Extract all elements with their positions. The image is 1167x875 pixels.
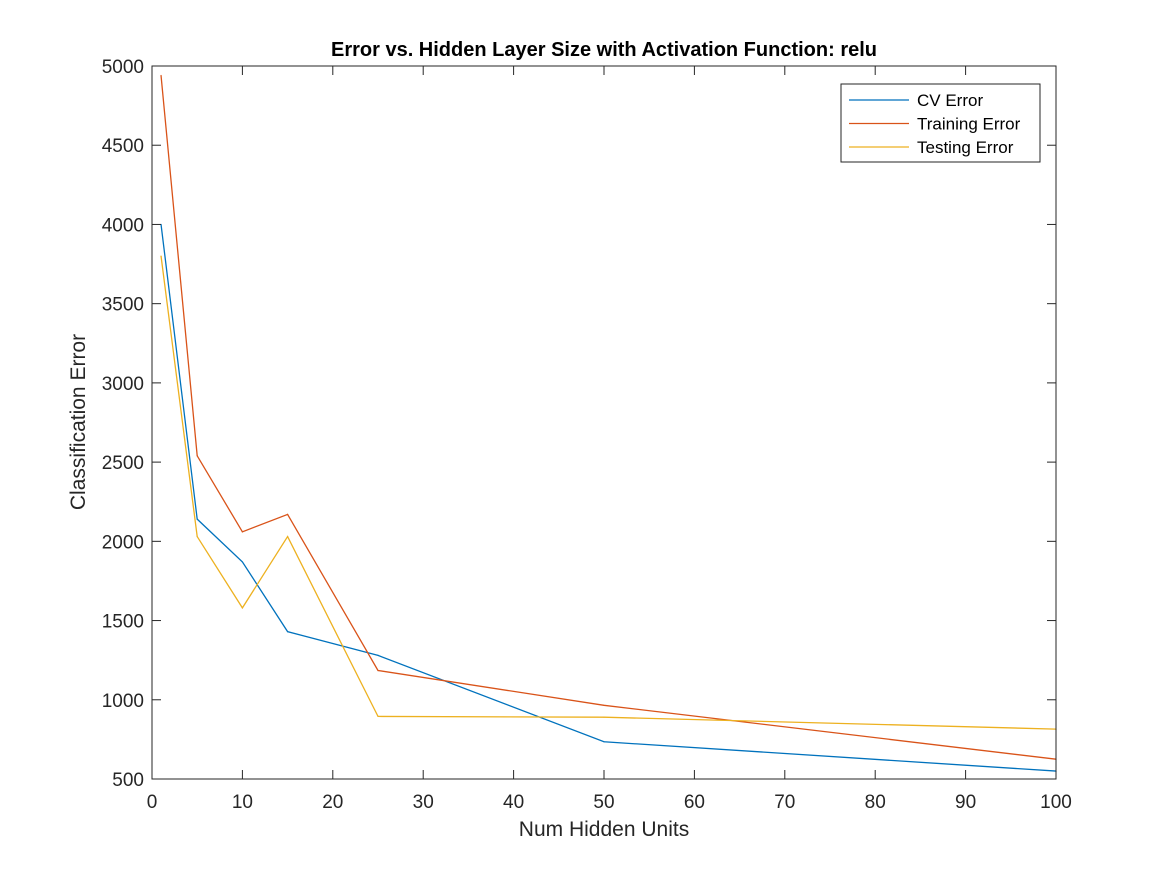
x-tick-label: 40 xyxy=(503,792,524,813)
y-tick-label: 3000 xyxy=(102,374,144,395)
y-tick-label: 2000 xyxy=(102,532,144,553)
x-axis-label: Num Hidden Units xyxy=(519,818,689,841)
data-point xyxy=(287,513,289,516)
data-point xyxy=(377,715,379,718)
x-tick-label: 70 xyxy=(774,792,795,813)
y-tick-label: 5000 xyxy=(102,57,144,78)
series-1 xyxy=(160,74,1057,760)
y-tick-label: 3500 xyxy=(102,295,144,316)
x-tick-label: 50 xyxy=(593,792,614,813)
data-point xyxy=(377,654,379,657)
legend: CV Error Training Error Testing Error xyxy=(840,83,1041,163)
x-tick-label: 100 xyxy=(1040,792,1072,813)
data-point xyxy=(241,607,243,609)
series-layer xyxy=(160,74,1057,772)
data-point xyxy=(196,535,198,538)
data-point xyxy=(160,255,162,257)
legend-entries: CV Error Training Error Testing Error xyxy=(849,91,1021,157)
data-point xyxy=(287,631,289,633)
chart-title: Error vs. Hidden Layer Size with Activat… xyxy=(331,39,877,61)
y-tick-label: 2500 xyxy=(102,453,144,474)
data-point xyxy=(241,531,243,533)
y-tick-label: 1000 xyxy=(102,691,144,712)
data-point xyxy=(196,455,198,457)
x-tick-label: 0 xyxy=(147,792,158,813)
x-tick-label: 30 xyxy=(413,792,434,813)
x-tick-label: 80 xyxy=(865,792,886,813)
tick-layer: 0 10 20 30 40 50 60 70 80 90 100 500 1000 1500 2000 250… xyxy=(102,57,1072,813)
y-tick-label: 1500 xyxy=(102,612,144,633)
legend-label: Training Error xyxy=(917,115,1021,134)
data-point xyxy=(287,535,289,538)
data-point xyxy=(603,704,605,706)
data-point xyxy=(241,561,243,563)
data-point xyxy=(603,741,605,743)
x-tick-label: 90 xyxy=(955,792,976,813)
data-point xyxy=(160,74,162,77)
y-tick-label: 4000 xyxy=(102,215,144,236)
data-point xyxy=(603,716,605,718)
y-axis-label: Classification Error xyxy=(67,334,90,510)
data-point xyxy=(196,518,198,520)
x-tick-label: 10 xyxy=(232,792,253,813)
legend-label: Testing Error xyxy=(917,138,1014,157)
x-tick-label: 20 xyxy=(322,792,343,813)
x-tick-label: 60 xyxy=(684,792,705,813)
plot-area xyxy=(152,66,1056,779)
y-tick-label: 4500 xyxy=(102,136,144,157)
data-point xyxy=(377,669,379,672)
y-tick-label: 500 xyxy=(112,770,144,791)
legend-label: CV Error xyxy=(917,91,983,110)
